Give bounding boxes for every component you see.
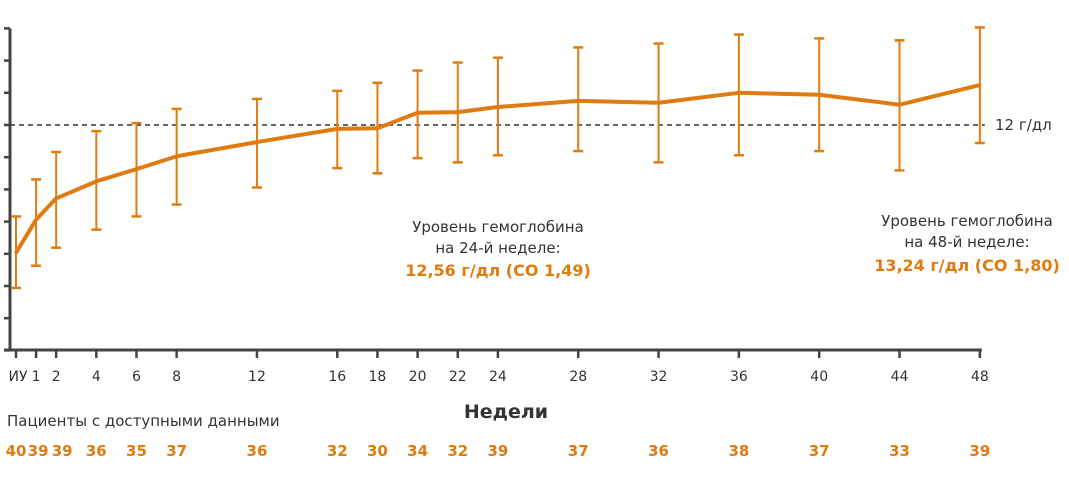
data-point [898, 103, 902, 107]
x-tick-label: 18 [369, 369, 387, 385]
patient-count: 32 [447, 442, 468, 460]
x-tick-label: 40 [810, 369, 828, 385]
annotation-line1: Уровень гемоглобина [412, 218, 584, 236]
patient-count: 39 [28, 442, 49, 460]
x-tick-label: 28 [569, 369, 587, 385]
patient-count: 40 [6, 442, 27, 460]
data-point [737, 91, 741, 95]
patient-count: 36 [247, 442, 268, 460]
annotation-value: 12,56 г/дл (СО 1,49) [405, 261, 591, 280]
annotation-week-48: Уровень гемоглобина на 48-й неделе: 13,2… [874, 212, 1060, 275]
patient-count: 37 [568, 442, 589, 460]
patient-count: 35 [126, 442, 147, 460]
reference-line: 12 г/дл [10, 116, 1052, 134]
data-point [14, 251, 18, 255]
x-tick-label: 4 [92, 369, 101, 385]
data-point [175, 154, 179, 158]
patient-count: 33 [889, 442, 910, 460]
data-point [657, 101, 661, 105]
data-point [416, 111, 420, 115]
annotation-line2: на 48-й неделе: [904, 233, 1029, 251]
x-tick-label: 20 [409, 369, 427, 385]
x-tick-label: ИУ [8, 369, 27, 385]
y-axis [4, 27, 12, 352]
x-tick-label: 36 [730, 369, 748, 385]
patients-counts: 40 39 39 36 35 37 36 32 30 34 32 39 37 36 38 37 33 39 [6, 442, 991, 460]
data-point [335, 127, 339, 131]
annotation-line2: на 24-й неделе: [435, 239, 560, 257]
patient-count: 37 [809, 442, 830, 460]
x-tick-label: 48 [971, 369, 989, 385]
x-tick-label: 22 [449, 369, 467, 385]
x-tick-label: 16 [328, 369, 346, 385]
patient-count: 30 [367, 442, 388, 460]
annotation-line1: Уровень гемоглобина [881, 212, 1053, 230]
data-point [94, 179, 98, 183]
patient-count: 39 [969, 442, 990, 460]
data-point [496, 105, 500, 109]
patient-count: 36 [648, 442, 669, 460]
x-tick-label: 6 [132, 369, 141, 385]
x-tick-label: 24 [489, 369, 507, 385]
x-axis: ИУ 1 2 4 6 8 12 16 18 20 22 24 28 32 36 40 44 48 [4, 348, 989, 385]
patient-count: 39 [52, 442, 73, 460]
data-point [375, 126, 379, 130]
patients-label: Пациенты с доступными данными [7, 412, 280, 430]
data-point [255, 140, 259, 144]
x-tick-label: 12 [248, 369, 266, 385]
patient-count: 38 [728, 442, 749, 460]
patient-count: 39 [487, 442, 508, 460]
reference-label: 12 г/дл [995, 116, 1052, 134]
hemoglobin-line [14, 83, 981, 254]
data-point [134, 167, 138, 171]
data-point [576, 99, 580, 103]
data-point [978, 83, 982, 87]
x-tick-label: 44 [891, 369, 909, 385]
data-point [34, 218, 38, 222]
annotation-week-24: Уровень гемоглобина на 24-й неделе: 12,5… [405, 218, 591, 280]
patient-count: 36 [86, 442, 107, 460]
x-axis-label: Недели [464, 401, 548, 423]
annotation-value: 13,24 г/дл (СО 1,80) [874, 256, 1060, 275]
patient-count: 34 [407, 442, 428, 460]
patient-count: 32 [327, 442, 348, 460]
series-line [14, 83, 982, 255]
data-point [817, 93, 821, 97]
data-point [456, 110, 460, 114]
patient-count: 37 [166, 442, 187, 460]
data-point [54, 196, 58, 200]
x-tick-label: 1 [32, 369, 41, 385]
x-tick-label: 32 [650, 369, 668, 385]
x-tick-label: 2 [52, 369, 61, 385]
x-tick-label: 8 [172, 369, 181, 385]
